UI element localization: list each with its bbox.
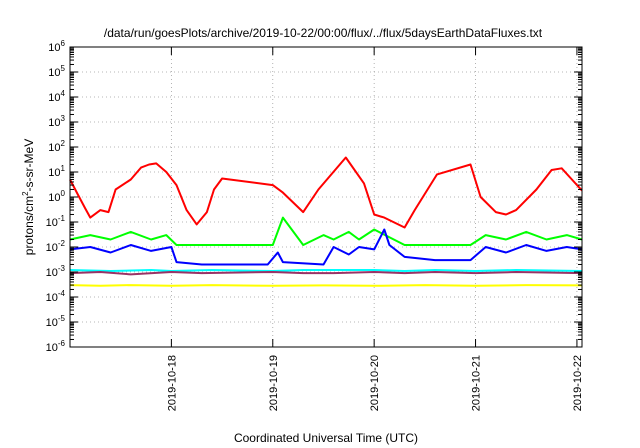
y-tick-exponent: 5 (61, 64, 66, 73)
series-line-5 (69, 271, 583, 276)
y-tick-base: 10 (46, 292, 58, 304)
y-tick-label: 100 (48, 189, 65, 204)
y-axis-label-sup: 2 (21, 191, 30, 196)
y-axis-label: protons/cm2-s-sr-MeV (21, 139, 36, 255)
y-tick-base: 10 (46, 242, 58, 254)
series-line-4 (69, 228, 583, 266)
y-tick-exponent: -5 (58, 314, 66, 323)
grid (70, 47, 582, 347)
chart-title: /data/run/goesPlots/archive/2019-10-22/0… (104, 26, 543, 40)
y-tick-base: 10 (46, 217, 58, 229)
y-tick-base: 10 (48, 42, 60, 54)
y-tick-exponent: 2 (61, 139, 66, 148)
y-tick-label: 10-5 (46, 314, 66, 329)
y-tick-exponent: -2 (58, 239, 66, 248)
y-axis: 10-610-510-410-310-210-11001011021031041… (46, 39, 582, 354)
y-tick-label: 10-2 (46, 239, 66, 254)
x-tick-label: 2019-10-19 (268, 355, 280, 411)
y-tick-label: 106 (48, 39, 65, 54)
y-tick-base: 10 (46, 267, 58, 279)
y-tick-label: 104 (48, 89, 65, 104)
y-tick-exponent: 1 (61, 164, 66, 173)
y-tick-exponent: -3 (58, 264, 66, 273)
x-tick-label: 2019-10-21 (471, 355, 483, 411)
x-tick-label: 2019-10-22 (572, 355, 584, 411)
y-tick-base: 10 (48, 142, 60, 154)
y-tick-base: 10 (48, 67, 60, 79)
y-tick-exponent: -6 (58, 339, 66, 348)
y-tick-label: 103 (48, 114, 65, 129)
y-tick-exponent: 0 (61, 189, 66, 198)
y-tick-label: 10-4 (46, 289, 66, 304)
y-tick-label: 105 (48, 64, 65, 79)
x-axis-label: Coordinated Universal Time (UTC) (234, 431, 418, 445)
y-tick-base: 10 (48, 167, 60, 179)
x-axis: 2019-10-18 2019-10-19 2019-10-20 2019-10-21… (166, 47, 584, 411)
y-tick-label: 10-3 (46, 264, 66, 279)
y-tick-label: 10-1 (46, 214, 66, 229)
y-tick-label: 10-6 (46, 339, 66, 354)
y-axis-label-suffix: -s-sr-MeV (22, 139, 36, 192)
series-group (69, 156, 583, 287)
series-line-3 (69, 216, 583, 246)
y-tick-exponent: 4 (61, 89, 66, 98)
y-tick-base: 10 (46, 317, 58, 329)
y-tick-exponent: -4 (58, 289, 66, 298)
y-tick-label: 102 (48, 139, 65, 154)
y-tick-exponent: -1 (58, 214, 66, 223)
y-tick-base: 10 (48, 192, 60, 204)
series-line-6 (69, 156, 583, 229)
series-line-1 (69, 284, 583, 287)
y-tick-base: 10 (48, 92, 60, 104)
y-tick-exponent: 6 (61, 39, 66, 48)
y-tick-base: 10 (46, 342, 58, 354)
y-tick-exponent: 3 (61, 114, 66, 123)
x-tick-label: 2019-10-18 (166, 355, 178, 411)
x-tick-label: 2019-10-20 (369, 355, 381, 411)
y-axis-label-prefix: protons/cm (22, 196, 36, 255)
y-tick-label: 101 (48, 164, 65, 179)
series-line-2 (69, 269, 583, 272)
y-tick-base: 10 (48, 117, 60, 129)
